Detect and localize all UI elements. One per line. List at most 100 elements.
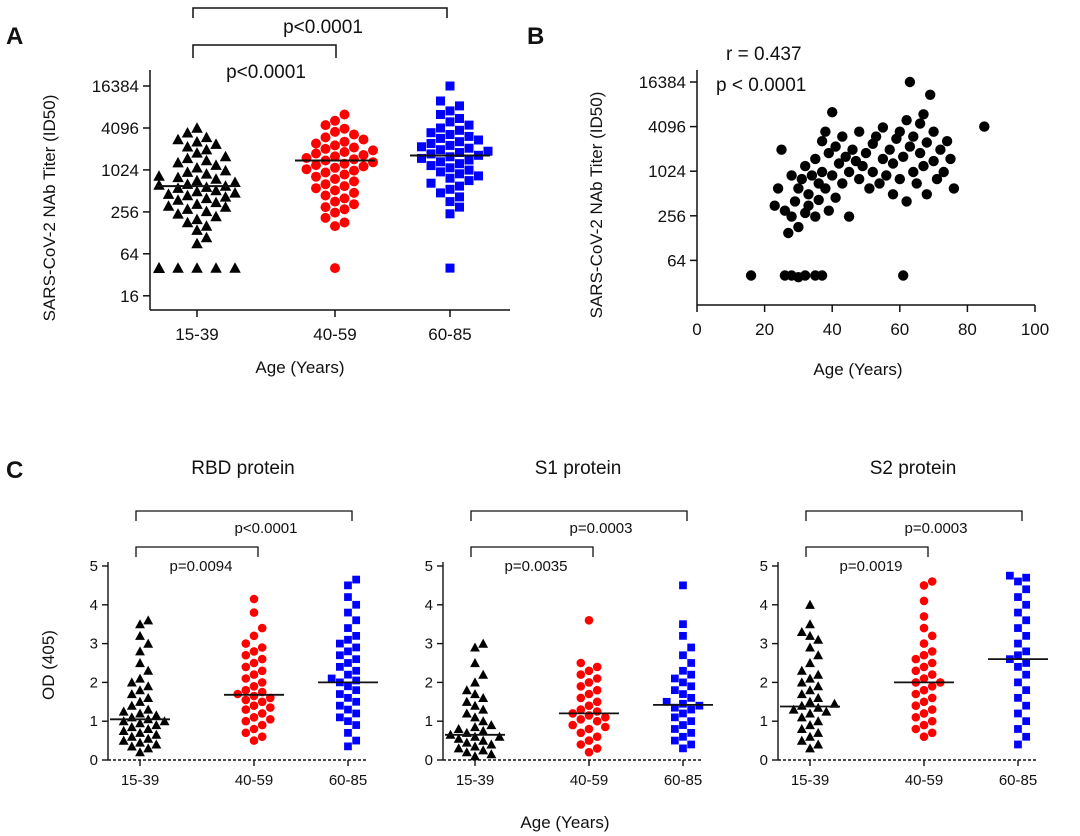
panel-b-point — [779, 205, 791, 216]
panel-c-s2-sig-1-bracket — [805, 546, 929, 557]
panel-a-point — [200, 154, 213, 166]
panel-c-rbd-point — [135, 727, 145, 737]
panel-c-rbd-point — [135, 737, 145, 747]
panel-c-s2-point — [1014, 577, 1022, 586]
panel-c-rbd-point — [151, 710, 162, 720]
panel-c-s2-point — [927, 716, 937, 726]
panel-b-point — [928, 155, 939, 167]
panel-c-s2-point — [813, 634, 824, 644]
panel-a-point — [210, 196, 222, 208]
panel-b-point — [918, 160, 929, 172]
panel-b-point — [830, 192, 841, 203]
panel-c-s2-point — [813, 650, 824, 660]
panel-b-point — [820, 126, 831, 137]
panel-c-s2-point — [1014, 709, 1022, 718]
panel-c-s1-point — [576, 728, 586, 738]
panel-c-rbd-point — [135, 630, 145, 640]
panel-c-s1-point — [687, 717, 696, 726]
panel-a-point — [464, 155, 474, 165]
panel-a-point — [229, 176, 241, 187]
panel-c-s1-point — [478, 725, 489, 735]
panel-c-s1-point — [687, 682, 696, 691]
panel-c-rbd-point — [135, 696, 145, 706]
panel-c-s2-point — [805, 599, 815, 609]
panel-a-point — [320, 179, 331, 190]
panel-b-point — [945, 153, 956, 165]
panel-a-point — [464, 176, 474, 186]
panel-a-point — [455, 202, 464, 212]
panel-c-s2-point — [796, 665, 807, 675]
panel-c-rbd-point — [344, 608, 352, 617]
panel-a-point — [200, 220, 213, 231]
panel-c-s1-point — [592, 674, 602, 683]
panel-b-point — [806, 170, 818, 181]
panel-c-s1-title: S1 protein — [535, 458, 622, 479]
panel-c-s2-point — [813, 693, 824, 702]
panel-a-point — [455, 114, 464, 123]
panel-c-s2-point — [1022, 573, 1031, 582]
panel-b-point — [816, 136, 828, 147]
panel-b-point — [769, 200, 780, 211]
panel-b-point — [837, 131, 848, 142]
panel-a-point — [181, 127, 194, 138]
panel-c-rbd-point — [344, 624, 352, 632]
panel-c-s1-point — [671, 674, 679, 683]
panel-c-s2-point — [919, 697, 929, 707]
panel-c-s2-point — [911, 654, 921, 664]
panel-c-s1-point — [671, 703, 679, 712]
panel-b-point — [827, 170, 838, 181]
panel-b-point — [776, 144, 787, 155]
panel-a-point — [445, 173, 455, 183]
panel-a-y-ticks: 16384 4096 1024 256 64 16 — [92, 77, 150, 306]
panel-c-s1-y-tick-label: 5 — [425, 558, 433, 575]
panel-c-s2-point — [1022, 670, 1031, 679]
panel-a-point — [349, 187, 359, 198]
panel-a-x-tick-label: 15-39 — [175, 325, 218, 344]
panel-c-s2-point — [1022, 701, 1031, 710]
panel-b-point — [921, 189, 932, 200]
panel-c-rbd-point — [257, 666, 267, 676]
panel-c-rbd-point — [143, 665, 154, 675]
panel-c-s2-title: S2 protein — [870, 458, 957, 479]
panel-a-point — [445, 130, 455, 139]
panel-c-s2-point — [1014, 608, 1022, 617]
panel-b-point — [894, 126, 905, 137]
panel-a-point — [445, 81, 455, 91]
panel-a-significance: p<0.0001 p<0.0001 — [192, 7, 448, 83]
panel-c-s1-point — [470, 677, 480, 687]
panel-c-rbd-point — [344, 742, 352, 751]
panel-a-point — [339, 147, 350, 157]
panel-b-point — [881, 170, 892, 181]
panel-c-s1-point — [592, 662, 602, 672]
panel-c-s2-point — [805, 720, 815, 730]
panel-c-rbd-point — [336, 701, 344, 710]
panel-c-s2-point — [1014, 663, 1022, 671]
panel-a-point — [330, 196, 340, 207]
panel-c-rbd-point — [241, 728, 251, 738]
panel-c-s2-sig-2-bracket — [805, 510, 1023, 521]
panel-a-point — [445, 140, 455, 150]
panel-c-rbd-point — [344, 717, 352, 726]
panel-a-sig-2-label: p<0.0001 — [283, 17, 363, 38]
panel-c-rbd-point — [151, 720, 162, 730]
panel-c-s2-point — [1022, 647, 1031, 656]
panel-a-point — [464, 131, 474, 141]
panel-a-y-label: SARS-CoV-2 NAb Titer (ID50) — [40, 95, 59, 322]
panel-a-point — [436, 110, 445, 119]
panel-c-rbd-point — [241, 705, 251, 714]
panel-c-s1-point — [679, 721, 687, 729]
panel-c-rbd-point — [352, 632, 361, 640]
panel-c-rbd-point — [249, 682, 259, 691]
panel-c-rbd-point — [257, 732, 267, 741]
panel-c-s1-point — [687, 740, 696, 749]
panel-a-point — [191, 224, 203, 235]
panel-a-point — [311, 148, 321, 159]
panel-c-s1-point — [584, 666, 594, 676]
panel-c-s2-point — [919, 650, 929, 660]
panel-c-s2-point — [1022, 732, 1031, 741]
panel-b-y-tick-label: 256 — [658, 207, 686, 226]
panel-a-point — [330, 151, 340, 162]
panel-c-rbd-point — [327, 674, 336, 683]
panel-c-rbd-point — [135, 619, 145, 629]
